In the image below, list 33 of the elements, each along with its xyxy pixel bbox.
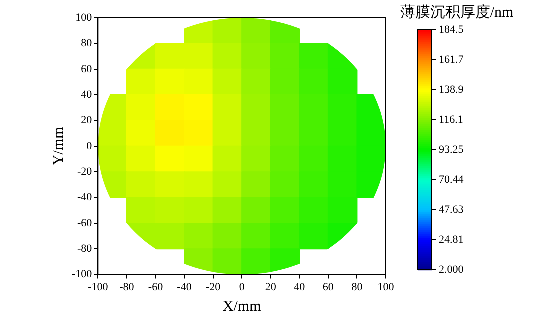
y-tick-label: -100: [72, 268, 93, 281]
color-bar-label: 161.7: [439, 54, 464, 66]
x-tick-label: -20: [206, 281, 222, 294]
y-tick-label: -40: [77, 192, 93, 204]
color-bar-label: 184.5: [439, 24, 464, 36]
y-tick-label: 100: [76, 12, 93, 24]
x-tick-label: 60: [322, 281, 334, 294]
y-tick-label: 0: [86, 140, 93, 152]
y-axis-title: Y/mm: [50, 126, 67, 166]
x-tick-label: -80: [120, 281, 135, 294]
color-bar-title: 薄膜沉积厚度/nm: [400, 4, 514, 21]
x-tick-label: 40: [294, 281, 306, 294]
color-bar-label: 93.25: [439, 144, 464, 156]
y-tick-label: 60: [81, 63, 93, 76]
y-tick-label: 20: [81, 114, 93, 127]
color-bar-label: 2.000: [439, 264, 464, 276]
y-tick-label: 80: [81, 38, 93, 50]
color-bar-label: 116.1: [439, 114, 464, 126]
color-bar-label: 24.81: [439, 234, 464, 246]
x-tick-label: -60: [148, 281, 164, 294]
x-tick-label: -40: [177, 281, 192, 294]
y-tick-label: -80: [77, 243, 93, 256]
color-bar-label: 70.44: [439, 174, 464, 186]
color-bar-label: 47.63: [439, 204, 464, 216]
x-tick-label: 20: [265, 281, 277, 294]
y-tick-label: 40: [81, 88, 93, 101]
x-tick-label: 80: [352, 281, 364, 294]
x-axis-title: X/mm: [222, 298, 262, 315]
color-bar-label: 138.9: [439, 84, 464, 96]
x-tick-label: 0: [239, 281, 246, 294]
y-tick-label: -60: [77, 217, 93, 230]
y-tick-label: -20: [77, 166, 93, 178]
x-tick-label: 100: [378, 281, 395, 294]
